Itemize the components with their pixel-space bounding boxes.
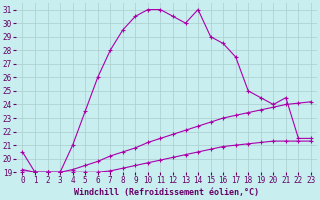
X-axis label: Windchill (Refroidissement éolien,°C): Windchill (Refroidissement éolien,°C) [74,188,259,197]
